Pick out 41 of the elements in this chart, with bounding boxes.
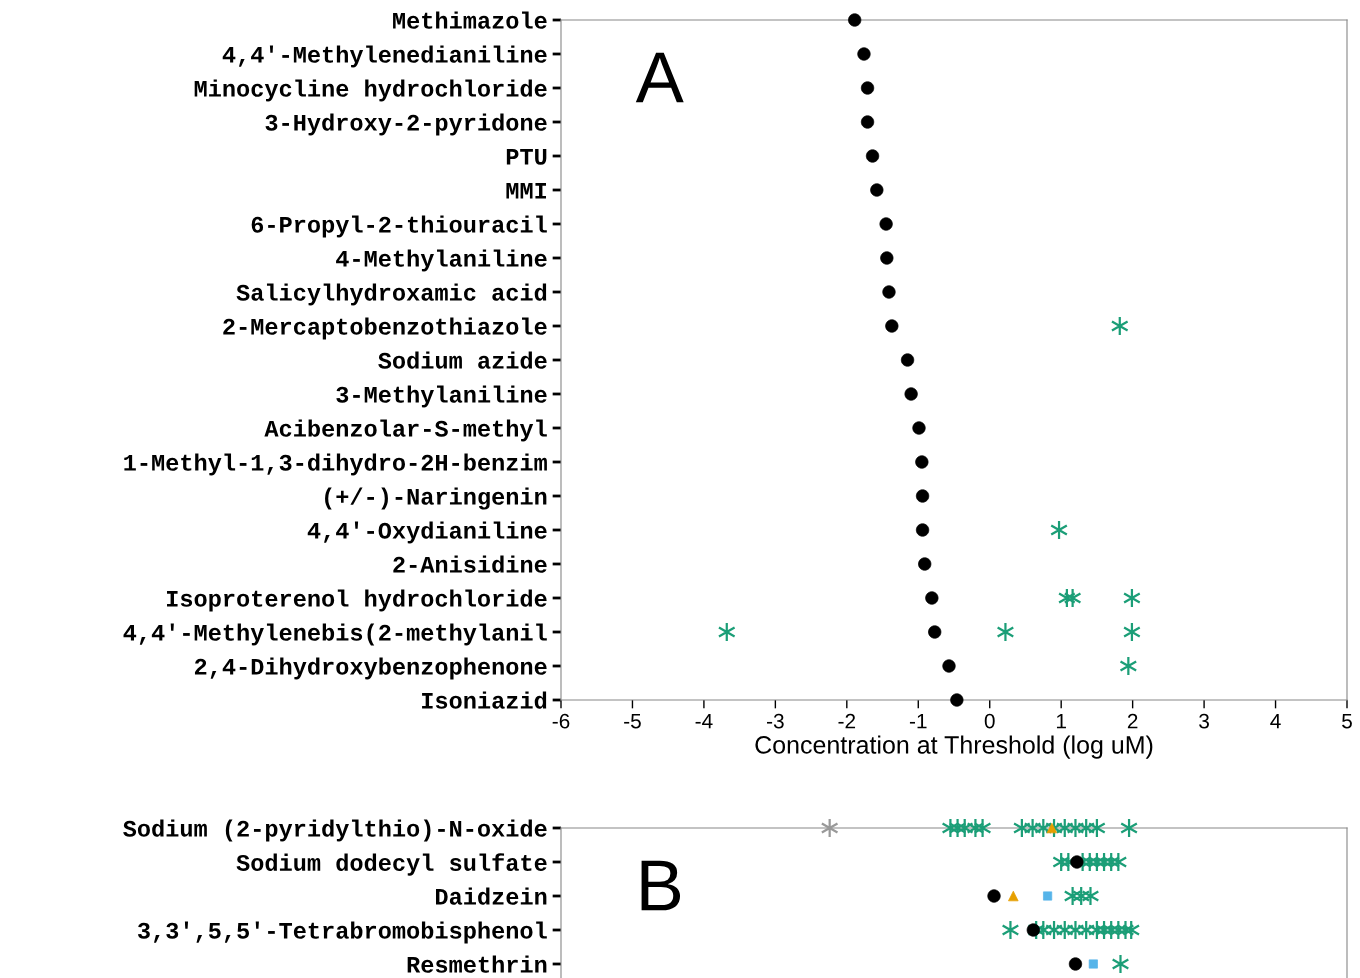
- x-tick-label: 5: [1342, 713, 1352, 729]
- annotation: A: [635, 52, 684, 103]
- x-tick-label: -5: [624, 713, 641, 729]
- x-tick-label: -3: [767, 713, 784, 729]
- x-tick-label: -4: [695, 713, 713, 729]
- y-tick-label: 2-Anisidine: [393, 555, 547, 573]
- y-tick-label: 4,4'-Methylenebis(2-methylanil: [123, 623, 547, 646]
- y-tick-label: Isoproterenol hydrochloride: [167, 589, 547, 612]
- annotation: B: [641, 860, 681, 911]
- y-tick-label: Minocycline hydrochloride: [194, 79, 547, 102]
- y-tick-label: Methimazole: [393, 11, 547, 29]
- y-tick-label: 3,3',5,5'-Tetrabromobisphenol: [137, 921, 547, 944]
- y-tick-label: Isoniazid: [422, 691, 547, 709]
- x-tick-label: 1: [1056, 713, 1066, 729]
- y-tick-label: Salicylhydroxamic acid: [236, 283, 547, 306]
- y-tick-label: 2-Mercaptobenzothiazole: [223, 317, 547, 340]
- y-tick-label: 4,4'-Methylenedianiline: [222, 45, 547, 68]
- x-tick-label: -1: [909, 713, 927, 729]
- y-tick-label: 3-Methylaniline: [336, 385, 547, 408]
- x-tick-label: 3: [1199, 713, 1209, 729]
- x-tick-label: -2: [838, 713, 856, 729]
- y-tick-label: 6-Propyl-2-thiouracil: [251, 215, 547, 238]
- x-tick-label: 0: [984, 713, 995, 729]
- y-tick-label: (+/-)-Naringenin: [325, 487, 547, 510]
- x-tick-label: -6: [552, 713, 570, 729]
- x-tick-label: 2: [1127, 713, 1138, 729]
- y-tick-label: Sodium azide: [378, 351, 547, 369]
- x-axis-title: Concentration at Threshold (log uM): [755, 735, 1153, 759]
- y-tick-label: 4,4'-Oxydianiline: [307, 521, 547, 544]
- y-tick-label: 1-Methyl-1,3-dihydro-2H-benzim: [124, 453, 547, 476]
- y-tick-label: Sodium dodecyl sulfate: [236, 853, 547, 876]
- y-tick-label: Sodium (2-pyridylthio)-N-oxide: [123, 819, 547, 842]
- y-tick-label: Acibenzolar-S-methyl: [264, 419, 547, 442]
- x-tick-label: 4: [1270, 713, 1281, 729]
- y-tick-label: 4-Methylaniline: [336, 249, 547, 272]
- y-tick-label: 2,4-Dihydroxybenzophenone: [194, 657, 547, 680]
- y-tick-label: MMI: [506, 183, 546, 199]
- y-tick-label: Daidzein: [436, 887, 547, 905]
- y-tick-label: 3-Hydroxy-2-pyridone: [265, 113, 547, 136]
- y-tick-label: PTU: [506, 149, 547, 165]
- y-tick-label: Resmethrin: [407, 955, 547, 973]
